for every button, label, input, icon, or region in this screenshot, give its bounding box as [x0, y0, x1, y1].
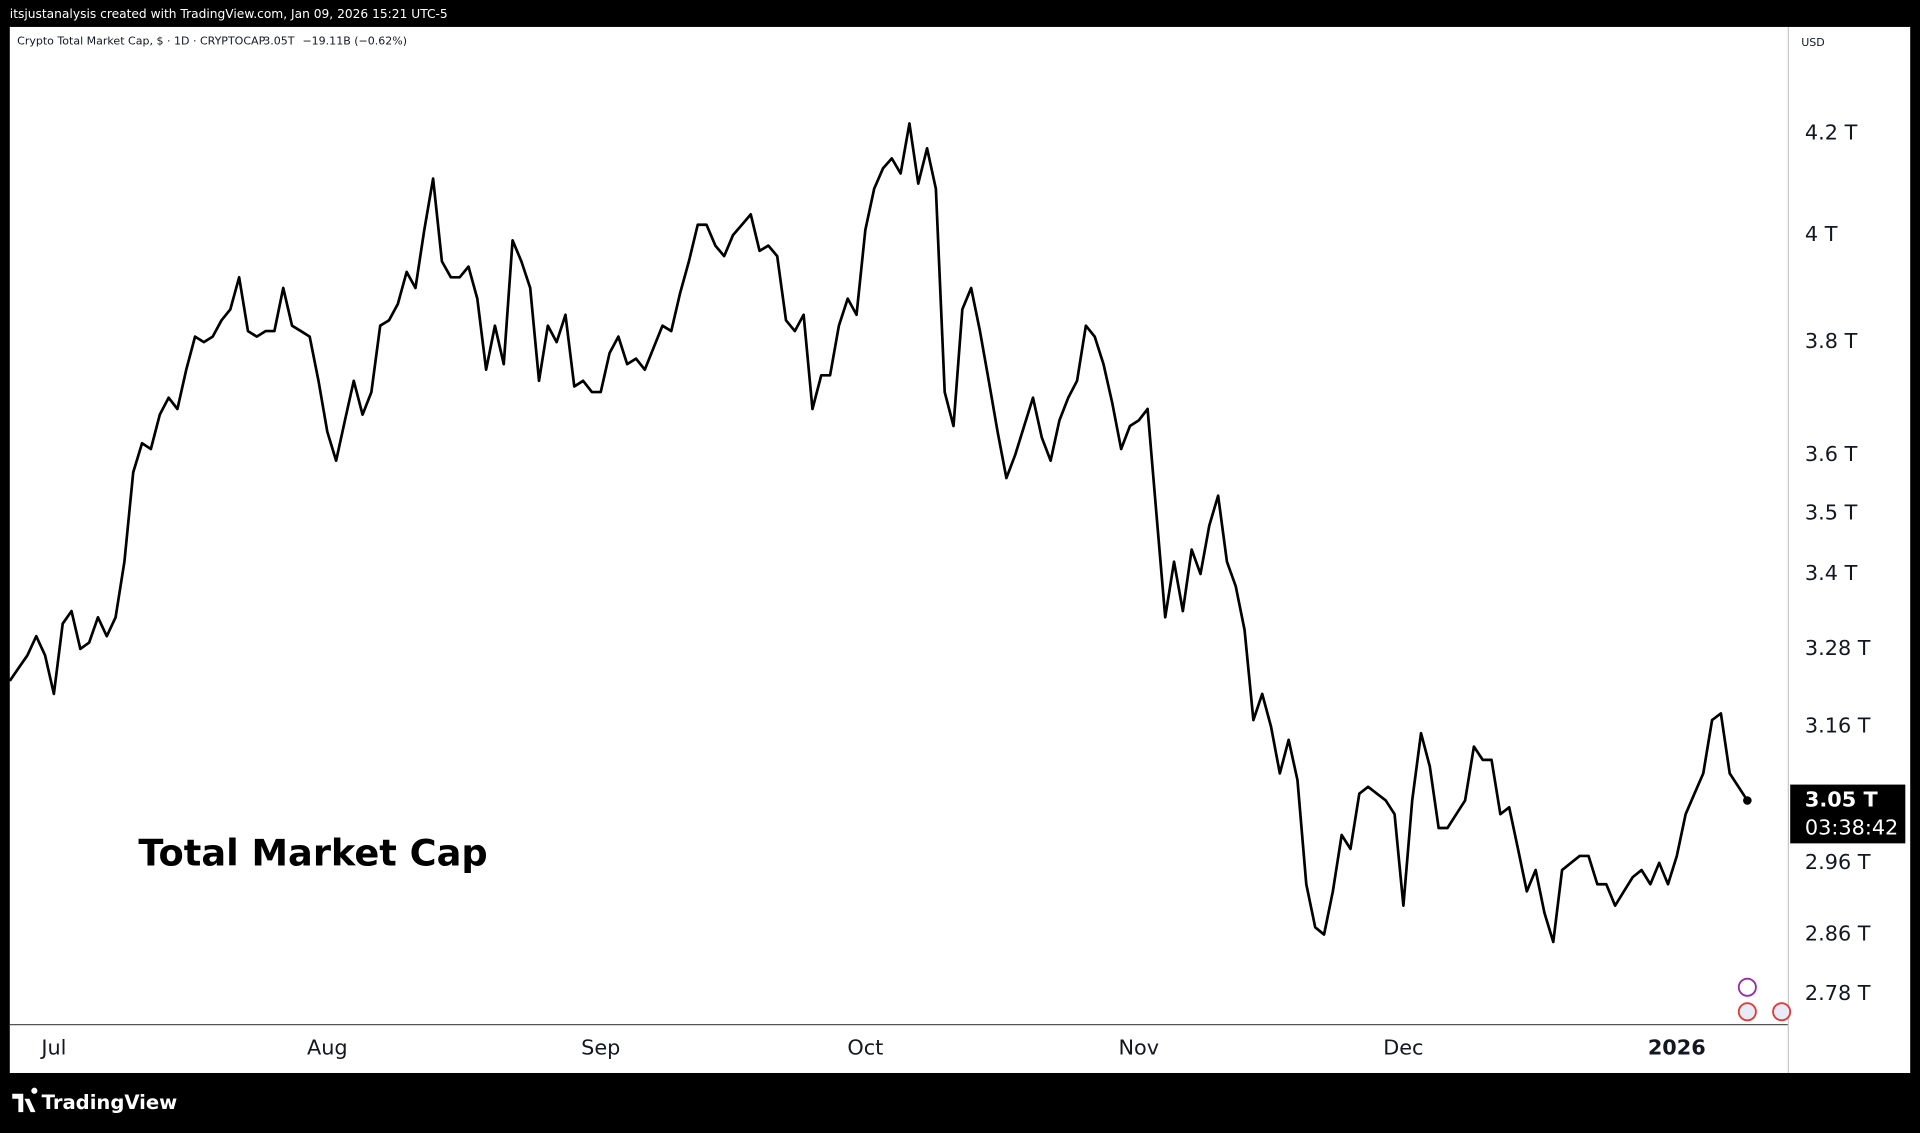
legend-last: 3.05T: [263, 35, 295, 48]
y-tick-label: 2.96 T: [1805, 850, 1871, 874]
legend-change: −19.11B (−0.62%): [302, 35, 407, 48]
chart-area: [9, 26, 1911, 1073]
x-tick-label: Jul: [39, 1035, 66, 1059]
brand: TradingView: [42, 1091, 178, 1114]
y-tick-label: 3.6 T: [1805, 442, 1858, 466]
price-label-box: [1790, 784, 1906, 844]
legend-symbol: Crypto Total Market Cap, $ · 1D · CRYPTO…: [17, 35, 265, 48]
credit: itsjustanalysis created with TradingView…: [10, 7, 448, 21]
logo-mark: [12, 1087, 38, 1113]
x-tick-label: Nov: [1118, 1035, 1159, 1059]
x-tick-label: 2026: [1648, 1035, 1706, 1059]
y-tick-label: 4 T: [1805, 222, 1838, 246]
x-tick-label: Dec: [1383, 1035, 1423, 1059]
last-point: [1743, 796, 1752, 805]
y-tick-label: 3.8 T: [1805, 329, 1858, 353]
y-tick-label: 3.16 T: [1805, 714, 1871, 738]
y-tick-label: 3.4 T: [1805, 561, 1858, 585]
brand-logo: [12, 1087, 38, 1113]
icons: [1737, 977, 1792, 1022]
y-tick-label: 2.86 T: [1805, 922, 1871, 946]
currency: USD: [1801, 36, 1825, 49]
x-tick-label: Oct: [847, 1035, 883, 1059]
y-tick-label: 3.28 T: [1805, 636, 1871, 660]
price-label: 3.05 T: [1805, 788, 1879, 812]
x-tick-label: Sep: [581, 1035, 620, 1059]
x-tick-label: Aug: [307, 1035, 348, 1059]
countdown: 03:38:42: [1805, 816, 1898, 840]
y-tick-label: 3.5 T: [1805, 501, 1858, 525]
price-line: [8, 122, 1749, 944]
icon: [1737, 1002, 1757, 1022]
y-tick-label: 2.78 T: [1805, 981, 1871, 1005]
icon: [1772, 1002, 1792, 1022]
y-tick-label: 4.2 T: [1805, 120, 1858, 144]
icon: [1737, 977, 1757, 997]
annotation: Total Market Cap: [138, 831, 487, 874]
